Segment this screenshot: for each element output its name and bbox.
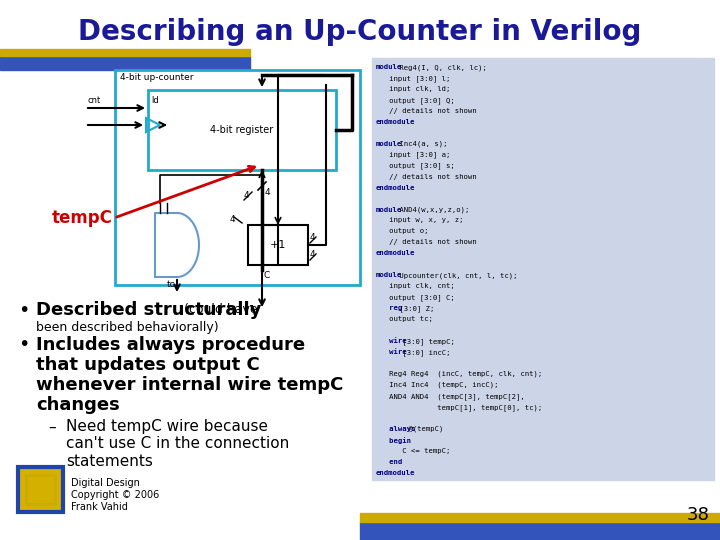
Text: AND4 AND4  (tempC[3], tempC[2],: AND4 AND4 (tempC[3], tempC[2],: [376, 393, 525, 400]
Text: wire: wire: [376, 349, 407, 355]
Text: endmodule: endmodule: [376, 119, 415, 125]
Text: •: •: [18, 300, 30, 320]
Bar: [248, 225, 308, 265]
Text: 4: 4: [244, 191, 250, 200]
Bar: [372, 58, 714, 480]
Text: 4-bit register: 4-bit register: [210, 125, 274, 135]
Text: 4: 4: [230, 215, 235, 224]
Text: statements: statements: [66, 454, 153, 469]
Text: 4: 4: [265, 188, 271, 197]
Text: reg: reg: [376, 305, 402, 311]
Text: Inc4 Inc4  (tempC, incC);: Inc4 Inc4 (tempC, incC);: [376, 382, 498, 388]
Text: whenever internal wire tempC: whenever internal wire tempC: [36, 376, 343, 394]
Text: @(tempC): @(tempC): [404, 426, 444, 432]
Text: output tc;: output tc;: [376, 316, 433, 322]
Text: cnt: cnt: [87, 96, 100, 105]
Bar: [18, 467, 63, 512]
Text: [3:0] incC;: [3:0] incC;: [398, 349, 451, 356]
Text: input clk, ld;: input clk, ld;: [376, 86, 451, 92]
Text: always: always: [376, 426, 415, 432]
Text: endmodule: endmodule: [376, 251, 415, 256]
Text: endmodule: endmodule: [376, 470, 415, 476]
Text: Describing an Up-Counter in Verilog: Describing an Up-Counter in Verilog: [78, 18, 642, 46]
Text: been described behaviorally): been described behaviorally): [36, 321, 219, 334]
Text: tc: tc: [167, 280, 176, 289]
Text: // details not shown: // details not shown: [376, 239, 477, 245]
Text: 4: 4: [310, 233, 315, 242]
Text: module: module: [376, 206, 402, 213]
Text: Digital Design: Digital Design: [71, 478, 140, 488]
Bar: [18, 467, 63, 512]
Bar: [0, 49, 250, 56]
Text: Includes always procedure: Includes always procedure: [36, 336, 305, 354]
Text: // details not shown: // details not shown: [376, 174, 477, 180]
Text: •: •: [18, 335, 30, 354]
Text: endmodule: endmodule: [376, 185, 415, 191]
Text: module: module: [376, 141, 402, 147]
Bar: [360, 513, 720, 522]
Bar: [360, 522, 720, 540]
Text: [3:0] Z;: [3:0] Z;: [395, 305, 434, 312]
Text: can't use C in the connection: can't use C in the connection: [66, 436, 289, 451]
Text: C: C: [264, 271, 270, 280]
Text: Described structurally: Described structurally: [36, 301, 261, 319]
Bar: [148, 90, 336, 170]
Text: // details not shown: // details not shown: [376, 108, 477, 114]
Text: wire: wire: [376, 338, 407, 344]
Bar: [115, 70, 360, 285]
Text: output [3:0] s;: output [3:0] s;: [376, 163, 455, 170]
Text: Need tempC wire because: Need tempC wire because: [66, 420, 268, 435]
Text: tempC: tempC: [52, 209, 113, 227]
Text: input w, x, y, z;: input w, x, y, z;: [376, 218, 464, 224]
Text: end: end: [376, 458, 402, 464]
Text: changes: changes: [36, 396, 120, 414]
Text: input [3:0] l;: input [3:0] l;: [376, 75, 451, 82]
Text: that updates output C: that updates output C: [36, 356, 260, 374]
Text: 4-bit up-counter: 4-bit up-counter: [120, 73, 194, 82]
Text: C <= tempC;: C <= tempC;: [376, 448, 451, 454]
Text: Copyright © 2006: Copyright © 2006: [71, 490, 159, 500]
Text: Inc4(a, s);: Inc4(a, s);: [395, 141, 447, 147]
Bar: [0, 56, 250, 70]
Text: Upcounter(clk, cnt, l, tc);: Upcounter(clk, cnt, l, tc);: [395, 272, 517, 279]
Text: output [3:0] Q;: output [3:0] Q;: [376, 97, 455, 104]
Text: 38: 38: [687, 506, 710, 524]
Text: (could have: (could have: [180, 303, 258, 316]
Text: input [3:0] a;: input [3:0] a;: [376, 152, 451, 158]
Text: 4: 4: [310, 250, 315, 259]
Text: [3:0] tempC;: [3:0] tempC;: [398, 338, 455, 345]
Text: module: module: [376, 272, 402, 278]
Text: output [3:0] C;: output [3:0] C;: [376, 294, 455, 301]
Text: Reg4 Reg4  (incC, tempC, clk, cnt);: Reg4 Reg4 (incC, tempC, clk, cnt);: [376, 371, 542, 377]
Text: input clk, cnt;: input clk, cnt;: [376, 284, 455, 289]
Text: Reg4(I, Q, clk, lc);: Reg4(I, Q, clk, lc);: [395, 64, 487, 71]
Text: AND4(w,x,y,z,o);: AND4(w,x,y,z,o);: [395, 206, 469, 213]
Text: begin: begin: [376, 437, 411, 444]
Text: ld: ld: [151, 96, 158, 105]
Text: tempC[1], tempC[0], tc);: tempC[1], tempC[0], tc);: [376, 404, 542, 410]
Text: output o;: output o;: [376, 228, 428, 234]
Text: +1: +1: [270, 240, 286, 250]
Text: module: module: [376, 64, 402, 70]
Text: Frank Vahid: Frank Vahid: [71, 502, 128, 512]
Text: –: –: [48, 420, 55, 435]
